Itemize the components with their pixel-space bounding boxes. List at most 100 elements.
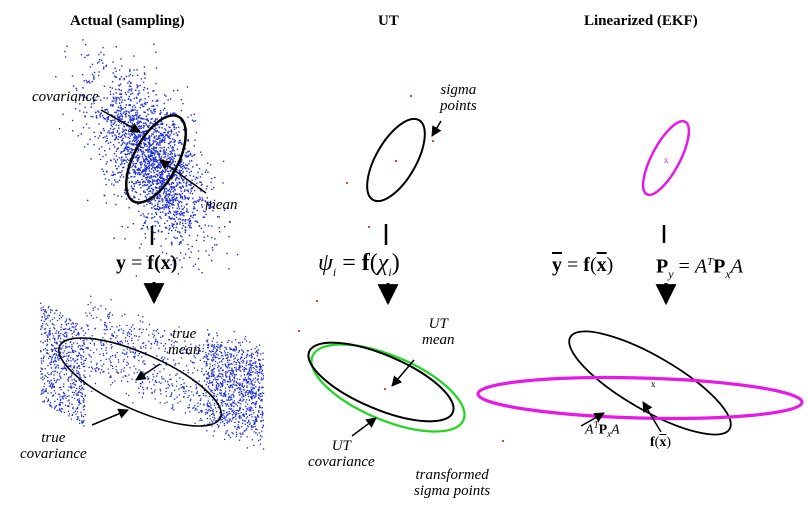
sample-point xyxy=(128,146,130,148)
sample-point xyxy=(122,376,124,378)
sample-point xyxy=(82,330,84,332)
sample-point xyxy=(208,358,210,360)
sample-point xyxy=(123,370,125,372)
sample-point xyxy=(158,153,160,155)
sample-point xyxy=(165,252,168,255)
sample-point xyxy=(159,175,161,178)
sample-point xyxy=(235,418,237,420)
sample-point xyxy=(177,402,179,404)
sample-point xyxy=(158,208,161,210)
sample-point xyxy=(156,179,158,181)
eq-actual-y: y xyxy=(116,252,126,274)
sample-point xyxy=(238,364,241,367)
sample-point xyxy=(237,410,239,412)
sample-point xyxy=(258,410,260,412)
sample-point xyxy=(224,391,226,394)
sample-point xyxy=(169,113,172,115)
sample-point xyxy=(214,360,217,363)
sample-point xyxy=(150,151,152,153)
sample-point xyxy=(142,346,145,348)
sample-point xyxy=(128,394,130,397)
sample-point xyxy=(158,172,160,174)
sample-point xyxy=(194,220,197,222)
sample-point xyxy=(147,136,150,139)
sample-point xyxy=(116,109,119,111)
sample-point xyxy=(216,398,218,400)
sample-point xyxy=(260,372,262,375)
sample-point xyxy=(261,414,264,416)
sample-point xyxy=(173,194,176,196)
sample-point xyxy=(119,107,121,109)
sample-point xyxy=(146,387,148,389)
sample-point xyxy=(158,187,161,189)
sample-point xyxy=(184,219,186,221)
sample-point xyxy=(94,368,96,370)
sample-point xyxy=(124,99,126,101)
sample-point xyxy=(71,372,73,375)
sample-point xyxy=(140,121,142,123)
sample-point xyxy=(134,171,136,173)
sample-point xyxy=(225,432,227,435)
sample-point xyxy=(170,129,172,131)
sample-point xyxy=(178,131,180,133)
label-true-covariance: true covariance xyxy=(20,430,87,462)
sample-point xyxy=(157,144,160,146)
sample-point xyxy=(134,135,136,138)
sample-point xyxy=(92,309,94,311)
sample-point xyxy=(239,409,241,411)
sample-point xyxy=(63,365,65,367)
ekf-cov-arrow xyxy=(580,412,605,427)
sample-point xyxy=(82,406,84,408)
sample-point xyxy=(193,355,195,357)
sample-point xyxy=(246,350,249,352)
sample-point xyxy=(157,342,159,344)
sample-point xyxy=(137,136,140,138)
sample-point xyxy=(209,418,211,420)
sample-point xyxy=(105,308,107,310)
sample-point xyxy=(118,361,120,363)
sample-point xyxy=(154,231,156,234)
sample-point xyxy=(226,383,228,386)
sample-point xyxy=(170,218,172,220)
sample-point xyxy=(113,193,115,196)
sample-point xyxy=(82,87,84,89)
sample-point xyxy=(244,368,246,371)
sample-point xyxy=(157,100,159,102)
sample-point xyxy=(123,121,126,123)
sample-point xyxy=(216,399,218,402)
sample-point xyxy=(235,373,237,376)
sample-point xyxy=(246,361,248,364)
sample-point xyxy=(100,131,102,134)
sample-point xyxy=(64,336,66,338)
sample-point xyxy=(55,354,57,356)
sample-point xyxy=(226,414,228,417)
sample-point xyxy=(221,341,223,343)
sample-point xyxy=(153,198,155,201)
sample-point xyxy=(45,397,47,399)
sample-point xyxy=(239,384,241,386)
sample-point xyxy=(129,98,132,101)
sample-point xyxy=(213,353,215,355)
sample-point xyxy=(201,368,203,370)
sample-point xyxy=(72,383,74,385)
sample-point xyxy=(233,413,235,415)
sample-point xyxy=(166,158,168,160)
sample-point xyxy=(44,368,46,370)
sample-point xyxy=(185,336,187,338)
sample-point xyxy=(58,373,61,375)
sample-point xyxy=(120,114,123,116)
sample-point xyxy=(239,378,241,380)
sample-point xyxy=(160,231,163,233)
sample-point xyxy=(254,362,256,365)
sample-point xyxy=(209,363,211,365)
sample-point xyxy=(263,392,265,395)
sample-point xyxy=(150,122,152,124)
sample-point xyxy=(116,148,118,150)
sample-point xyxy=(253,387,255,389)
sample-point xyxy=(70,383,72,385)
sample-point xyxy=(145,158,148,160)
sample-point xyxy=(152,160,155,162)
sample-point xyxy=(212,399,214,401)
sample-point xyxy=(129,119,131,122)
sample-point xyxy=(153,148,155,151)
